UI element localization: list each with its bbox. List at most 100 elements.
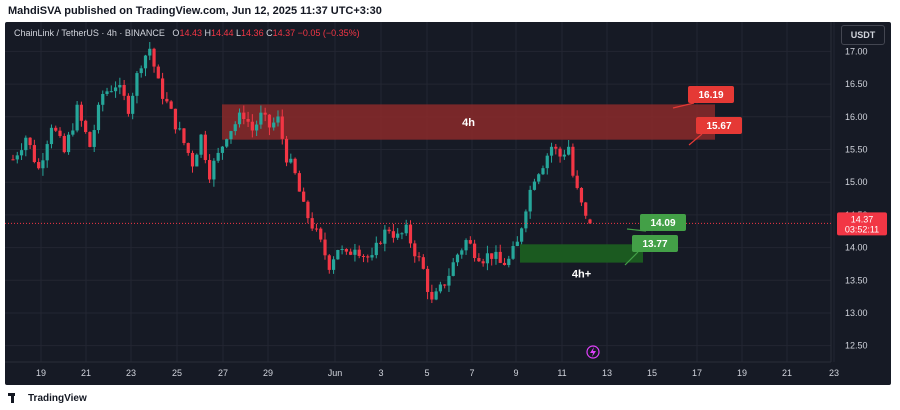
last-price-text: 14.37 [851,214,874,224]
candle-body [567,146,571,155]
candle-body [314,228,319,230]
candle-body [54,127,58,131]
callout-box [688,86,734,103]
candle-body [515,241,519,247]
candle-body [558,148,562,157]
candle-body [122,85,126,96]
callout-price-label: 15.67 [706,121,731,132]
candle-body [353,249,357,255]
candle-body [413,243,417,257]
candle-body [520,228,524,242]
candle-body [208,160,212,180]
candle-body [464,240,468,251]
candle-body [229,131,233,140]
x-tick-label: 29 [263,368,273,378]
price-chart[interactable]: 17.0016.5016.0015.5015.0014.5014.0013.50… [5,22,891,385]
y-tick-label: 12.50 [845,341,868,351]
candle-body [92,130,96,147]
candle-body [173,108,178,130]
candle-body [571,146,575,176]
candle-body [246,119,250,122]
candle-body [96,104,101,131]
candle-body [494,251,498,259]
candle-body [473,243,477,259]
candle-body [297,173,301,192]
candle-body [263,112,267,115]
x-tick-label: 17 [692,368,702,378]
close-value: 14.37 [272,28,296,38]
y-tick-label: 13.50 [845,275,868,285]
candle-body [468,240,472,244]
candle-body [349,251,353,255]
candle-body [528,189,532,212]
candle-body [455,254,460,263]
x-tick-label: Jun [328,368,343,378]
candle-body [15,155,19,160]
candle-body [310,218,314,229]
candle-body [105,91,109,94]
support-zone [520,244,643,263]
candle-body [276,116,280,123]
candle-body [524,211,528,229]
y-tick-label: 16.00 [845,112,868,122]
candle-body [49,127,54,145]
candle-body [425,268,430,292]
y-tick-label: 17.00 [845,46,868,56]
candle-body [289,158,293,163]
tradingview-logo[interactable]: TradingView [8,391,87,405]
candle-body [212,160,216,180]
open-label: O [172,28,180,38]
candle-body [545,155,549,169]
candle-body [481,261,485,264]
symbol-legend: ChainLink / TetherUS · 4h · BINANCE O14.… [14,28,360,38]
candle-body [575,175,579,188]
callout-pointer [672,102,695,109]
candle-body [118,85,122,88]
candle-body [588,219,592,224]
candle-body [109,91,113,93]
candle-body [88,132,92,147]
candle-body [66,134,71,153]
candle-body [267,114,272,128]
open-value: 14.43 [179,28,202,38]
candle-body [233,124,237,132]
candle-body [451,262,455,276]
candle-body [396,233,400,238]
candle-body [344,249,348,252]
y-tick-label: 14.00 [845,243,868,253]
x-tick-label: 23 [829,368,839,378]
candle-body [549,146,554,156]
x-tick-label: 19 [737,368,747,378]
candle-body [404,224,408,234]
footer-bar: TradingView [0,387,900,410]
candle-body [101,93,105,105]
y-tick-label: 16.50 [845,79,868,89]
candle-body [255,124,259,131]
y-tick-label: 15.50 [845,145,868,155]
callout-box [640,214,686,231]
y-tick-label: 15.00 [845,177,868,187]
candle-body [562,154,566,157]
candle-body [490,253,494,259]
candle-body [443,284,447,286]
candle-body [293,158,297,174]
currency-button[interactable]: USDT [841,25,885,45]
candle-body [357,249,361,256]
candle-body [378,242,383,244]
chart-panel[interactable]: 17.0016.5016.0015.5015.0014.5014.0013.50… [5,22,891,385]
candle-body [327,255,331,270]
candle-body [319,228,323,240]
candle-body [306,201,310,219]
low-value: 14.36 [241,28,264,38]
candle-body [323,239,327,256]
publish-banner: MahdiSVA published on TradingView.com, J… [0,0,900,22]
x-tick-label: 21 [782,368,792,378]
countdown-text: 03:52:11 [845,224,879,234]
candle-body [24,137,28,151]
candle-body [511,246,515,259]
candle-body [507,258,511,266]
candle-body [438,284,443,292]
candle-body [421,257,425,269]
candle-body [126,95,130,114]
symbol-name: ChainLink / TetherUS · 4h · BINANCE [14,28,165,38]
